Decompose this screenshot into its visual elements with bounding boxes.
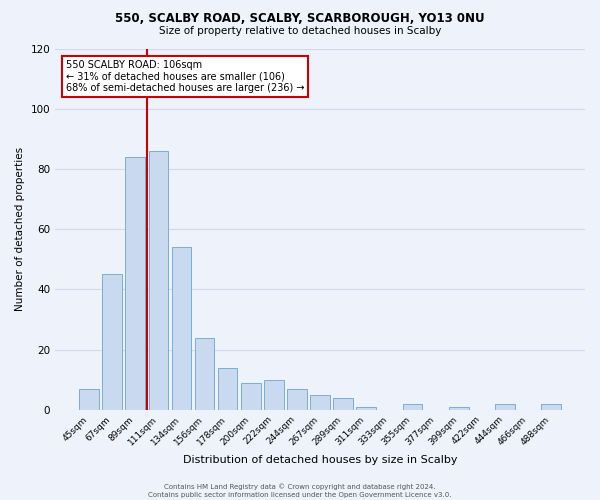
Bar	[334, 398, 353, 409]
Bar	[403, 404, 422, 409]
Bar	[149, 151, 168, 409]
X-axis label: Distribution of detached houses by size in Scalby: Distribution of detached houses by size …	[183, 455, 457, 465]
Bar	[264, 380, 284, 410]
Text: 550, SCALBY ROAD, SCALBY, SCARBOROUGH, YO13 0NU: 550, SCALBY ROAD, SCALBY, SCARBOROUGH, Y…	[115, 12, 485, 26]
Bar	[79, 388, 99, 409]
Bar	[103, 274, 122, 409]
Bar	[125, 157, 145, 409]
Text: 550 SCALBY ROAD: 106sqm
← 31% of detached houses are smaller (106)
68% of semi-d: 550 SCALBY ROAD: 106sqm ← 31% of detache…	[66, 60, 304, 93]
Y-axis label: Number of detached properties: Number of detached properties	[15, 148, 25, 312]
Bar	[287, 388, 307, 409]
Bar	[195, 338, 214, 409]
Bar	[495, 404, 515, 409]
Bar	[218, 368, 238, 410]
Bar	[449, 406, 469, 410]
Bar	[172, 248, 191, 410]
Bar	[241, 382, 260, 409]
Bar	[541, 404, 561, 409]
Text: Size of property relative to detached houses in Scalby: Size of property relative to detached ho…	[159, 26, 441, 36]
Bar	[356, 406, 376, 410]
Text: Contains HM Land Registry data © Crown copyright and database right 2024.
Contai: Contains HM Land Registry data © Crown c…	[148, 484, 452, 498]
Bar	[310, 394, 330, 409]
